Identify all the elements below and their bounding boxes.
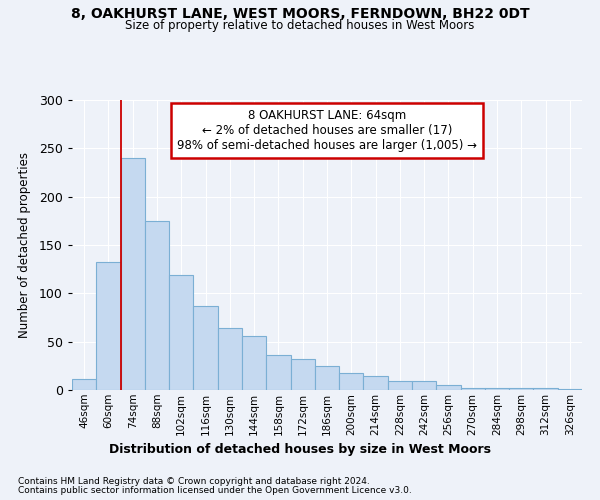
Bar — [121, 158, 145, 390]
Bar — [145, 221, 169, 390]
Y-axis label: Number of detached properties: Number of detached properties — [18, 152, 31, 338]
Bar — [315, 366, 339, 390]
Bar — [290, 359, 315, 390]
Bar — [533, 388, 558, 390]
Bar — [72, 380, 96, 390]
Bar — [96, 262, 121, 390]
Bar — [436, 385, 461, 390]
Bar — [364, 376, 388, 390]
Bar — [169, 275, 193, 390]
Text: Contains HM Land Registry data © Crown copyright and database right 2024.: Contains HM Land Registry data © Crown c… — [18, 478, 370, 486]
Text: Distribution of detached houses by size in West Moors: Distribution of detached houses by size … — [109, 442, 491, 456]
Bar — [242, 336, 266, 390]
Bar — [218, 328, 242, 390]
Bar — [266, 355, 290, 390]
Text: 8 OAKHURST LANE: 64sqm
← 2% of detached houses are smaller (17)
98% of semi-deta: 8 OAKHURST LANE: 64sqm ← 2% of detached … — [177, 108, 477, 152]
Bar — [509, 388, 533, 390]
Bar — [412, 382, 436, 390]
Text: Contains public sector information licensed under the Open Government Licence v3: Contains public sector information licen… — [18, 486, 412, 495]
Bar — [461, 388, 485, 390]
Bar — [485, 388, 509, 390]
Bar — [193, 306, 218, 390]
Text: Size of property relative to detached houses in West Moors: Size of property relative to detached ho… — [125, 19, 475, 32]
Text: 8, OAKHURST LANE, WEST MOORS, FERNDOWN, BH22 0DT: 8, OAKHURST LANE, WEST MOORS, FERNDOWN, … — [71, 8, 529, 22]
Bar — [558, 389, 582, 390]
Bar — [339, 372, 364, 390]
Bar — [388, 382, 412, 390]
